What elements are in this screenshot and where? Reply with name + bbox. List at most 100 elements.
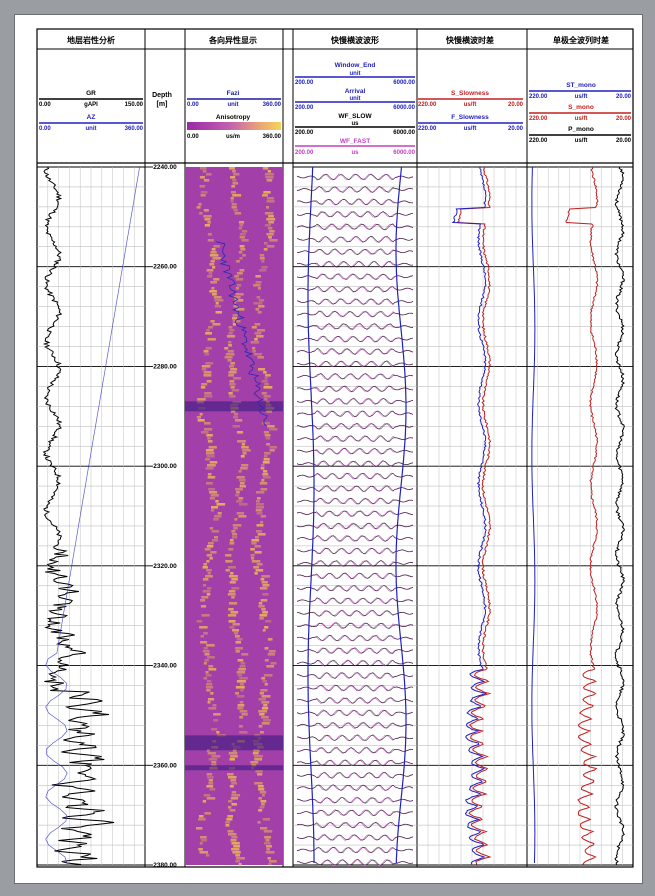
anisotropy-streak	[260, 488, 268, 491]
anisotropy-streak	[233, 845, 240, 848]
wf-slow-trace	[296, 410, 414, 418]
anisotropy-streak	[207, 476, 216, 479]
anisotropy-streak	[240, 455, 245, 458]
anisotropy-streak	[229, 380, 235, 383]
anisotropy-streak	[208, 758, 217, 761]
legend-s-mono-unit: us/ft	[575, 116, 588, 122]
anisotropy-streak	[257, 329, 265, 332]
anisotropy-streak	[231, 842, 240, 845]
anisotropy-streak	[231, 596, 235, 599]
anisotropy-streak	[204, 659, 209, 662]
anisotropy-streak	[260, 467, 265, 470]
anisotropy-streak	[259, 269, 267, 272]
anisotropy-streak	[261, 677, 266, 680]
anisotropy-streak	[251, 557, 255, 560]
anisotropy-streak	[259, 617, 264, 620]
depth-axis-label: Depth	[152, 92, 172, 99]
anisotropy-streak	[267, 638, 273, 641]
anisotropy-dark-band	[185, 401, 283, 412]
legend-az-max: 360.00	[125, 126, 144, 132]
anisotropy-streak	[200, 599, 206, 602]
anisotropy-streak	[269, 446, 278, 449]
anisotropy-streak	[231, 578, 238, 581]
legend-p-mono-name: P_mono	[568, 126, 594, 133]
legend-s-slowness-name: S_Slowness	[451, 90, 489, 97]
anisotropy-streak	[204, 653, 210, 656]
anisotropy-streak	[254, 572, 258, 575]
anisotropy-streak	[236, 671, 246, 674]
anisotropy-streak	[215, 302, 219, 305]
anisotropy-streak	[239, 710, 248, 713]
anisotropy-streak	[213, 278, 220, 281]
anisotropy-streak	[229, 167, 235, 170]
depth-tick-label: 2380.00	[153, 862, 177, 869]
anisotropy-streak	[267, 857, 271, 860]
anisotropy-streak	[233, 296, 241, 299]
anisotropy-streak	[208, 488, 215, 491]
wf-fast-trace	[296, 759, 414, 767]
anisotropy-streak	[228, 341, 232, 344]
anisotropy-streak	[251, 539, 260, 542]
anisotropy-streak	[269, 428, 278, 431]
anisotropy-streak	[231, 530, 236, 533]
log-sheet: 地层岩性分析 各向异性显示 快慢横波波形 快慢横波时差 单极全波列时差 Dept…	[14, 14, 643, 884]
anisotropy-streak	[240, 662, 246, 665]
wf-slow-trace	[296, 809, 414, 817]
anisotropy-streak	[204, 392, 212, 395]
anisotropy-streak	[228, 590, 236, 593]
anisotropy-streak	[234, 647, 243, 650]
anisotropy-streak	[264, 836, 271, 839]
wf-fast-trace	[296, 460, 414, 468]
anisotropy-streak	[230, 197, 234, 200]
anisotropy-streak	[228, 566, 236, 569]
anisotropy-streak	[236, 857, 245, 860]
wf-slow-trace	[296, 709, 414, 717]
legend-s-mono: S_mono 220.00 us/ft 20.00	[529, 104, 632, 122]
legend-az-unit: unit	[86, 126, 97, 132]
legend-window-end-name: Window_End	[335, 62, 376, 69]
wf-slow-trace	[296, 834, 414, 841]
anisotropy-streak	[201, 383, 208, 386]
anisotropy-streak	[261, 479, 265, 482]
anisotropy-streak	[203, 662, 207, 665]
anisotropy-streak	[241, 230, 248, 233]
anisotropy-streak	[198, 815, 204, 818]
anisotropy-streak	[209, 497, 215, 500]
az-curve	[45, 166, 140, 864]
anisotropy-streak	[268, 221, 274, 224]
anisotropy-streak	[260, 515, 266, 518]
anisotropy-streak	[231, 203, 237, 206]
anisotropy-streak	[228, 776, 237, 779]
anisotropy-streak	[225, 824, 230, 827]
anisotropy-streak	[257, 773, 263, 776]
anisotropy-streak	[202, 578, 209, 581]
anisotropy-streak	[210, 260, 215, 263]
anisotropy-streak	[198, 848, 203, 851]
wf-fast-trace	[296, 398, 414, 405]
wf-slow-trace	[296, 186, 414, 193]
anisotropy-streak	[214, 515, 222, 518]
anisotropy-streak	[206, 380, 212, 383]
anisotropy-streak	[204, 218, 211, 221]
wf-fast-trace	[296, 435, 414, 443]
anisotropy-streak	[196, 827, 203, 830]
anisotropy-streak	[202, 170, 207, 173]
anisotropy-streak	[229, 758, 235, 761]
anisotropy-streak	[208, 707, 217, 710]
anisotropy-streak	[225, 353, 235, 356]
anisotropy-streak	[241, 653, 249, 656]
anisotropy-streak	[258, 809, 263, 812]
anisotropy-streak	[230, 611, 239, 614]
anisotropy-streak	[234, 518, 238, 521]
anisotropy-streak	[200, 839, 208, 842]
anisotropy-streak	[206, 797, 216, 800]
anisotropy-streak	[210, 509, 215, 512]
legend-p-mono-max: 20.00	[616, 138, 632, 144]
anisotropy-streak	[230, 572, 234, 575]
anisotropy-streak	[230, 191, 236, 194]
legend-f-slowness-unit: us/ft	[464, 126, 477, 132]
anisotropy-streak	[254, 782, 263, 785]
anisotropy-streak	[203, 209, 209, 212]
anisotropy-streak	[264, 398, 268, 401]
anisotropy-streak	[231, 206, 237, 209]
